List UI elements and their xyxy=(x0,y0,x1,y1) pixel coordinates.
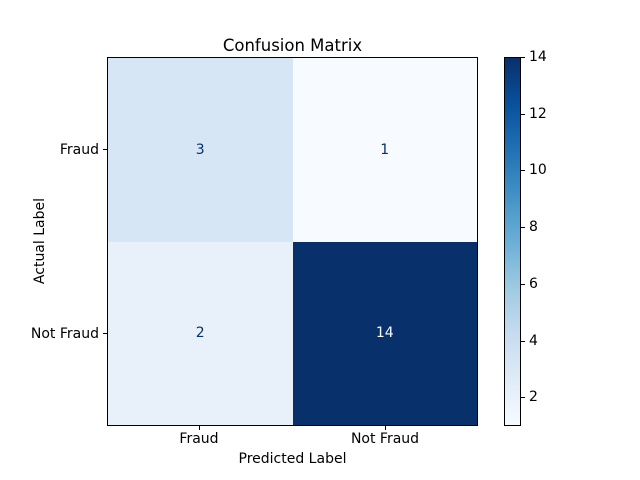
x-tick-mark xyxy=(385,426,386,430)
y-tick-label-not-fraud: Not Fraud xyxy=(30,326,99,342)
y-axis-label: Actual Label xyxy=(31,57,49,426)
cell-value: 3 xyxy=(195,141,205,158)
x-tick-label-not-fraud: Not Fraud xyxy=(350,431,420,447)
cell-value: 14 xyxy=(375,325,394,342)
heatmap-cell-notfraud-notfraud: 14 xyxy=(292,241,477,425)
colorbar-tick-mark xyxy=(521,114,525,115)
x-tick-mark xyxy=(199,426,200,430)
colorbar-tick-label: 4 xyxy=(529,333,538,349)
x-tick-label-fraud: Fraud xyxy=(179,431,219,447)
colorbar-tick-label: 8 xyxy=(529,219,538,235)
colorbar-tick-label: 6 xyxy=(529,276,538,292)
colorbar-tick-label: 10 xyxy=(529,162,547,178)
colorbar-tick-mark xyxy=(521,57,525,58)
heatmap-cell-fraud-fraud: 3 xyxy=(108,58,293,242)
colorbar-tick-mark xyxy=(521,341,525,342)
heatmap-cell-notfraud-fraud: 2 xyxy=(108,241,293,425)
colorbar-gradient xyxy=(505,58,520,425)
chart-title: Confusion Matrix xyxy=(222,36,363,55)
cell-value: 2 xyxy=(195,325,205,342)
colorbar-tick-mark xyxy=(521,170,525,171)
colorbar-tick-mark xyxy=(521,397,525,398)
y-tick-mark xyxy=(103,333,107,334)
y-axis-label-text: Actual Label xyxy=(32,198,48,285)
cell-value: 1 xyxy=(380,141,390,158)
colorbar-tick-label: 12 xyxy=(529,106,547,122)
x-axis-label: Predicted Label xyxy=(238,451,347,467)
colorbar xyxy=(504,57,521,426)
y-tick-mark xyxy=(103,149,107,150)
colorbar-tick-mark xyxy=(521,284,525,285)
heatmap-cell-fraud-notfraud: 1 xyxy=(292,58,477,242)
plot-area: 3 1 2 14 xyxy=(107,57,478,426)
colorbar-tick-label: 2 xyxy=(529,389,538,405)
colorbar-tick-label: 14 xyxy=(529,49,547,65)
colorbar-tick-mark xyxy=(521,227,525,228)
y-tick-label-fraud: Fraud xyxy=(59,142,99,158)
